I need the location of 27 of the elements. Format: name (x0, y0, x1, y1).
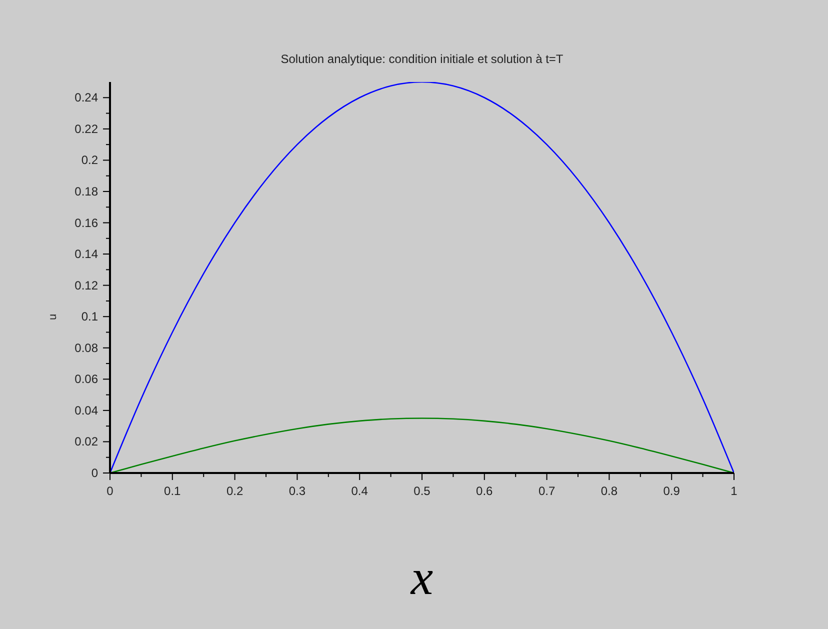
x-tick-label: 0.5 (414, 484, 431, 498)
y-tick-label: 0.18 (74, 184, 98, 198)
y-tick-label: 0.1 (81, 310, 98, 324)
y-tick-label: 0.14 (74, 247, 98, 262)
y-tick-label: 0.06 (74, 372, 98, 386)
x-tick-label: 0.8 (600, 484, 618, 498)
x-tick-label: 0.3 (288, 484, 306, 498)
y-axis-title: u (47, 314, 59, 320)
x-tick-label: 0.9 (663, 484, 680, 498)
y-tick-label: 0.08 (74, 340, 98, 355)
x-tick-label: 0.4 (351, 484, 368, 498)
x-tick-label: 0.7 (538, 484, 556, 498)
y-tick-label: 0 (91, 466, 98, 480)
y-tick-label: 0.2 (81, 153, 98, 168)
x-tick-label: 0.6 (476, 484, 494, 498)
x-tick-label: 0 (106, 484, 114, 498)
x-tick-label: 1 (730, 484, 738, 498)
y-tick-label: 0.12 (74, 278, 98, 292)
x-tick-label: 0.1 (164, 484, 182, 498)
x-axis-title: x (409, 548, 434, 606)
chart-title: Solution analytique: condition initiale et solution à t=T (280, 52, 564, 66)
y-tick-label: 0.16 (74, 216, 98, 230)
y-tick-label: 0.02 (74, 434, 98, 449)
y-tick-label: 0.24 (74, 90, 98, 105)
y-tick-label: 0.22 (74, 122, 98, 136)
x-tick-label: 0.2 (226, 484, 244, 498)
y-tick-label: 0.04 (74, 403, 98, 418)
